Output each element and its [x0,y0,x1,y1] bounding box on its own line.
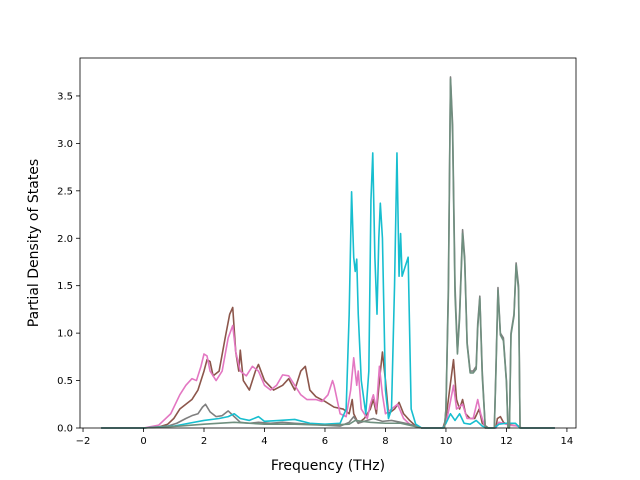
series-line-2 [101,324,555,429]
x-tick-label: 2 [201,436,207,447]
y-tick-label: 2.5 [57,186,73,197]
ticks-layer: −2 0 2 4 6 8 10 12 14 0.0 0.5 1.0 1.5 2.0 2.5 3.0 3.5 [57,91,573,447]
plot-frame [79,57,577,429]
y-tick-label: 3.0 [57,139,73,150]
x-tick-label: 10 [440,436,453,447]
y-tick-label: 0.0 [57,424,73,435]
x-tick-label: 8 [382,436,388,447]
y-tick-label: 3.5 [57,91,73,102]
series-line-1 [101,306,555,429]
y-axis-label: Partial Density of States [26,159,42,327]
x-tick-label: 4 [261,436,267,447]
x-tick-label: 12 [500,436,513,447]
series-layer [101,76,555,429]
x-axis-label: Frequency (THz) [271,458,385,474]
y-tick-label: 1.5 [57,281,73,292]
x-tick-label: 6 [322,436,328,447]
y-tick-label: 1.0 [57,329,73,340]
series-line-3 [101,76,555,429]
x-tick-label: −2 [76,436,91,447]
x-tick-label: 0 [140,436,146,447]
x-tick-label: 14 [561,436,574,447]
series-line-5 [101,78,555,429]
series-line-4 [101,152,555,429]
y-tick-label: 2.0 [57,234,73,245]
y-tick-label: 0.5 [57,376,73,387]
